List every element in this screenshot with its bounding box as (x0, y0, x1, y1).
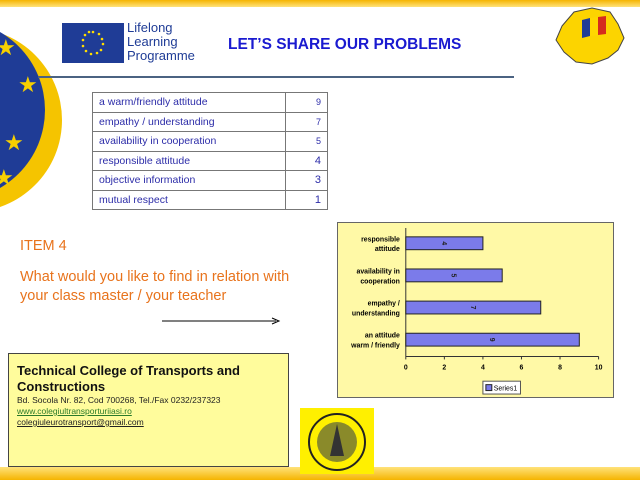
row-label: responsible attitude (92, 150, 286, 171)
legend-label: Series1 (494, 386, 518, 393)
top-gold-bar (0, 0, 640, 7)
x-tick-label: 4 (481, 364, 485, 371)
website-link[interactable]: www.colegiultransporturiiasi.ro (17, 406, 132, 416)
row-value: 7 (285, 111, 328, 132)
row-value: 3 (285, 170, 328, 191)
college-logo (300, 408, 374, 474)
row-label: a warm/friendly attitude (92, 92, 286, 113)
x-tick-label: 8 (558, 364, 562, 371)
x-tick-label: 10 (595, 364, 603, 371)
table-row: availability in cooperation 5 (92, 131, 328, 152)
bar-chart: 0 2 4 6 8 10 9 an attitude warm / friendly 7 empat… (337, 222, 614, 398)
category-label: attitude (375, 246, 400, 253)
category-label: warm / friendly (350, 343, 400, 350)
college-address: Bd. Socola Nr. 82, Cod 700268, Tel./Fax … (17, 395, 221, 405)
svg-text:★: ★ (18, 72, 38, 97)
table-row: objective information 3 (92, 170, 328, 191)
arrow-right-icon (162, 317, 281, 325)
category-label: empathy / (368, 301, 400, 308)
category-label: an attitude (365, 333, 400, 340)
row-label: objective information (92, 170, 286, 191)
row-value: 4 (285, 150, 328, 171)
category-label: cooperation (360, 278, 400, 285)
legend-swatch (485, 384, 493, 392)
category-label: availability in (356, 268, 399, 275)
programme-name: Lifelong Learning Programme (127, 21, 195, 63)
item-question: What would you like to find in relation … (20, 269, 290, 304)
item-label: ITEM 4 (20, 238, 67, 254)
divider (38, 76, 514, 78)
programme-line: Learning (127, 34, 178, 49)
page-title: LET’S SHARE OUR PROBLEMS (228, 36, 462, 53)
x-tick-label: 2 (442, 364, 446, 371)
data-label: 7 (469, 306, 476, 310)
row-label: empathy / understanding (92, 111, 286, 132)
row-label: availability in cooperation (92, 131, 286, 152)
bar (405, 268, 503, 283)
bar (405, 332, 580, 347)
programme-line: Lifelong (127, 20, 173, 35)
category-label: understanding (352, 310, 400, 317)
row-label: mutual respect (92, 189, 286, 210)
x-tick-label: 0 (404, 364, 408, 371)
row-value: 1 (285, 189, 328, 210)
bar (405, 300, 542, 315)
category-label: responsible (361, 236, 400, 243)
x-tick-label: 6 (520, 364, 524, 371)
row-value: 9 (285, 92, 328, 113)
svg-text:★: ★ (4, 130, 24, 155)
table-row: empathy / understanding 7 (92, 111, 328, 132)
svg-text:★: ★ (0, 35, 16, 60)
table-row: responsible attitude 4 (92, 150, 328, 171)
email-link[interactable]: colegiuleurotransport@gmail.com (17, 417, 144, 427)
contact-box: Technical College of Transports and Cons… (8, 353, 289, 467)
eu-flag-logo (62, 23, 124, 63)
table-row: a warm/friendly attitude 9 (92, 92, 328, 113)
bar (405, 236, 484, 251)
svg-text:★: ★ (0, 165, 14, 190)
row-value: 5 (285, 131, 328, 152)
data-label: 4 (440, 241, 447, 245)
college-name: Technical College of Transports and Cons… (17, 363, 240, 394)
data-label: 9 (488, 338, 495, 342)
responses-table: a warm/friendly attitude 9 empathy / under… (92, 92, 328, 210)
data-label: 5 (450, 273, 457, 277)
table-row: mutual respect 1 (92, 189, 328, 210)
programme-line: Programme (127, 48, 195, 63)
romania-map-icon (555, 7, 625, 65)
